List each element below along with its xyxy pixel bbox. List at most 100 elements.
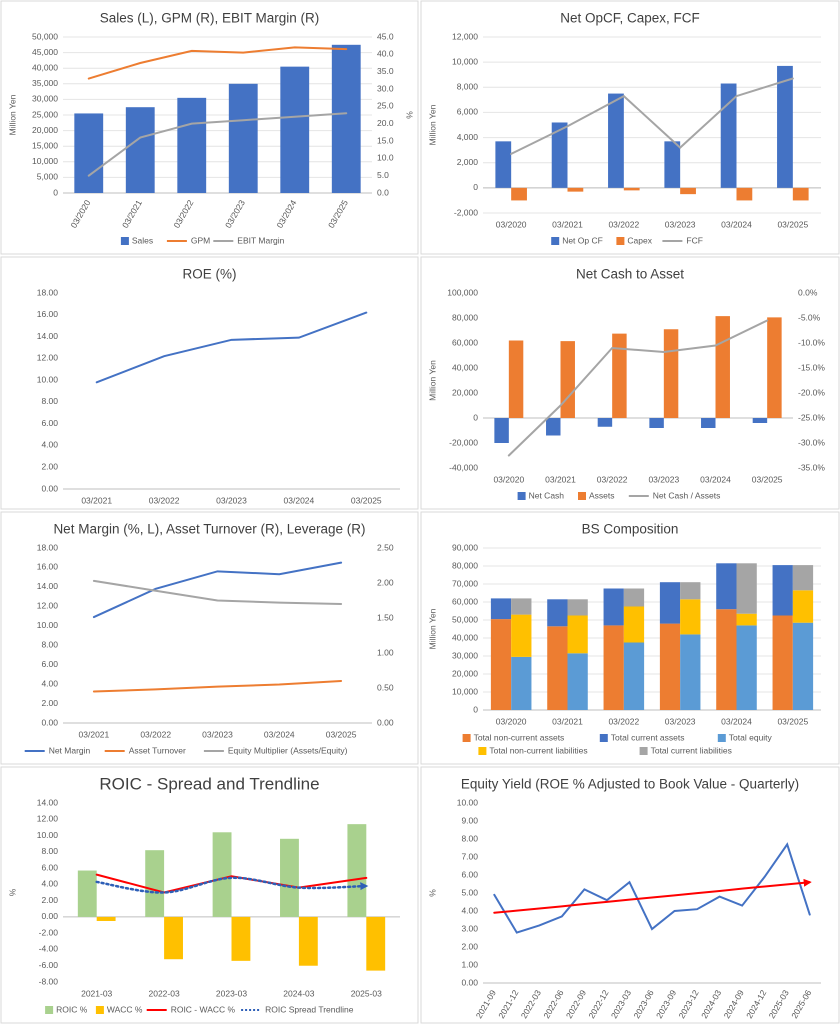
bar (736, 563, 757, 614)
bar (792, 590, 814, 623)
x-tick-label: 03/2022 (140, 729, 171, 739)
chart-title: ROIC - Spread and Trendline (99, 774, 319, 793)
y2-tick-label: 0.50 (377, 682, 394, 692)
bar (720, 83, 737, 188)
y-tick-label: 18.00 (37, 542, 59, 552)
legend-label: Asset Turnover (129, 745, 186, 755)
bar (77, 870, 97, 917)
y2-tick-label: -35.0% (798, 462, 825, 472)
x-tick-label: 03/2025 (777, 716, 808, 726)
legend-label: WACC % (107, 1004, 143, 1014)
bar (145, 850, 165, 917)
bar (623, 642, 645, 710)
y-tick-label: 40,000 (452, 362, 478, 372)
y-tick-label: 100,000 (447, 287, 478, 297)
bar (96, 916, 116, 921)
bar (767, 317, 782, 418)
y-tick-label: 0.00 (41, 483, 58, 493)
y2-tick-label: -10.0% (798, 337, 825, 347)
y-tick-label: 4.00 (41, 440, 58, 450)
bar (511, 614, 532, 657)
y2-tick-label: 0.0% (798, 287, 818, 297)
bar (772, 615, 793, 710)
legend-label: Total non-current liabilities (489, 745, 587, 755)
x-tick-label: 03/2020 (496, 219, 527, 229)
x-tick-label: 03/2025 (326, 729, 357, 739)
bar (680, 634, 701, 710)
legend-swatch (578, 492, 586, 500)
chart-title: Sales (L), GPM (R), EBIT Margin (R) (100, 11, 320, 26)
legend-label: Total non-current assets (474, 732, 565, 742)
y-tick-label: 2.00 (41, 895, 58, 905)
legend-label: GPM (191, 235, 210, 245)
y-tick-label: 10.00 (37, 830, 59, 840)
y-tick-label: 30,000 (32, 94, 58, 104)
bar (551, 122, 568, 188)
x-tick-label: 03/2024 (264, 729, 295, 739)
legend-swatch (95, 1006, 104, 1014)
y-tick-label: 7.00 (461, 851, 478, 861)
bar (567, 599, 588, 616)
bar (608, 93, 624, 188)
legend-label: Assets (589, 490, 615, 500)
bar (623, 606, 645, 643)
y-axis-label: Million Yen (7, 94, 17, 135)
y-tick-label: 10,000 (452, 686, 478, 696)
bar (125, 107, 155, 193)
bar (736, 625, 757, 710)
y-tick-label: 1.00 (461, 959, 478, 969)
bar (623, 187, 640, 191)
y-tick-label: 4,000 (457, 132, 479, 142)
y2-tick-label: -5.0% (798, 312, 821, 322)
x-tick-label: 2022-03 (148, 988, 179, 998)
y2-tick-label: 1.00 (377, 647, 394, 657)
y-tick-label: 0.00 (41, 717, 58, 727)
y-tick-label: 8,000 (457, 82, 479, 92)
y-tick-label: 6,000 (457, 107, 479, 117)
bar (715, 316, 730, 418)
y-tick-label: 10.00 (457, 797, 479, 807)
bar (298, 916, 318, 966)
y-tick-label: 6.00 (461, 869, 478, 879)
y-tick-label: 40,000 (452, 632, 478, 642)
y2-axis-label: % (404, 111, 414, 119)
legend-label: Net Margin (49, 745, 91, 755)
legend-swatch (478, 747, 487, 755)
y-tick-label: 4.00 (41, 678, 58, 688)
y-tick-label: 14.00 (37, 797, 59, 807)
legend-label: Equity Multiplier (Assets/Equity) (228, 745, 348, 755)
bar (490, 598, 512, 620)
y2-tick-label: 40.0 (377, 49, 394, 59)
legend-label: Net Op CF (562, 235, 603, 245)
bar (164, 916, 183, 960)
bar (736, 613, 757, 626)
y-tick-label: 70,000 (452, 578, 478, 588)
y-tick-label: 18.00 (37, 287, 59, 297)
legend-swatch (120, 237, 129, 245)
bar (511, 187, 527, 201)
y-tick-label: 60,000 (452, 337, 478, 347)
y2-tick-label: -25.0% (798, 412, 825, 422)
bar (567, 615, 588, 654)
x-tick-label: 03/2024 (284, 495, 315, 505)
y2-tick-label: 15.0 (377, 135, 394, 145)
y-tick-label: -4.00 (39, 944, 59, 954)
y-tick-label: 16.00 (37, 309, 59, 319)
y-tick-label: 0.00 (461, 977, 478, 987)
y-tick-label: 0 (473, 412, 478, 422)
y-tick-label: 12.00 (37, 601, 59, 611)
y-tick-label: 30,000 (452, 650, 478, 660)
y-tick-label: 80,000 (452, 312, 478, 322)
x-tick-label: 03/2021 (545, 474, 576, 484)
bar (701, 418, 716, 428)
bar (228, 83, 258, 193)
x-tick-label: 03/2020 (496, 716, 527, 726)
y-tick-label: 10,000 (452, 56, 478, 66)
x-tick-label: 2025-03 (351, 988, 382, 998)
y2-tick-label: 0.00 (377, 717, 394, 727)
y-axis-label: Million Yen (427, 104, 437, 145)
x-tick-label: 03/2023 (216, 495, 247, 505)
x-tick-label: 03/2020 (493, 474, 524, 484)
